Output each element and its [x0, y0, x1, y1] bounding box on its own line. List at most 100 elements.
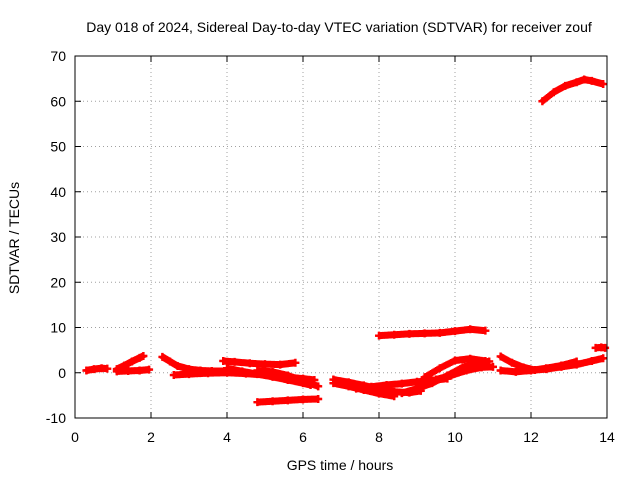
data-point: [145, 365, 154, 374]
x-tick-label: 2: [147, 429, 155, 445]
y-tick-label: 60: [50, 93, 66, 109]
data-point: [572, 78, 581, 87]
y-tick-label: 30: [50, 229, 66, 245]
data-point: [185, 370, 193, 379]
data-point: [542, 364, 551, 373]
data-point: [420, 329, 429, 338]
data-point: [572, 357, 581, 366]
y-tick-label: 50: [50, 139, 66, 155]
data-point: [527, 366, 535, 375]
data-point: [451, 327, 459, 336]
chart-title: Day 018 of 2024, Sidereal Day-to-day VTE…: [86, 19, 592, 35]
data-point: [204, 369, 212, 378]
data-point: [169, 371, 178, 380]
data-point: [103, 364, 112, 373]
data-point: [599, 80, 608, 89]
data-point: [352, 384, 361, 393]
data-point: [367, 382, 376, 391]
y-tick-label: 10: [50, 320, 66, 336]
data-point: [435, 328, 444, 337]
data-point: [230, 357, 239, 366]
series-arc-03: [112, 365, 154, 376]
data-point: [261, 360, 269, 369]
data-point: [413, 377, 421, 386]
x-tick-label: 4: [223, 429, 231, 445]
data-point: [314, 382, 323, 391]
data-point: [390, 330, 399, 339]
series-arc-16: [432, 362, 497, 384]
data-point: [82, 366, 91, 375]
axis-ticks: 0 2 4 6 8 10 12 14 -10 0 10 20 30 40 50 60 70: [46, 48, 615, 445]
data-point: [291, 358, 300, 367]
data-point: [599, 354, 608, 363]
y-tick-label: 70: [50, 48, 66, 64]
series-arc-09: [253, 394, 323, 407]
x-tick-label: 0: [71, 429, 79, 445]
data-point: [397, 379, 406, 388]
data-point: [462, 366, 471, 375]
data-point: [283, 396, 292, 405]
data-point: [451, 356, 459, 365]
y-tick-label: -10: [46, 410, 66, 426]
data-point: [477, 363, 486, 372]
data-point: [405, 329, 414, 338]
data-point: [253, 366, 262, 375]
data-point: [329, 379, 338, 388]
data-point: [508, 358, 516, 367]
y-tick-label: 0: [58, 365, 66, 381]
data-point: [245, 359, 254, 368]
data-point: [344, 382, 353, 391]
data-point: [124, 366, 133, 375]
data-point: [413, 384, 421, 393]
x-tick-label: 8: [375, 429, 383, 445]
grid-lines: [75, 56, 607, 418]
data-point: [90, 365, 98, 374]
data-point: [299, 376, 307, 385]
data-point: [253, 398, 262, 407]
data-point: [173, 361, 182, 370]
y-tick-label: 20: [50, 274, 66, 290]
data-point: [397, 389, 406, 398]
data-point: [219, 356, 228, 365]
data-point: [390, 392, 399, 401]
data-point: [375, 389, 383, 398]
data-point: [587, 76, 596, 85]
x-tick-label: 12: [523, 429, 539, 445]
data-point: [382, 380, 391, 389]
data-point: [447, 371, 456, 380]
data-point: [283, 371, 292, 380]
data-point: [375, 331, 383, 340]
series-arc-12: [352, 374, 452, 393]
data-point: [549, 88, 558, 97]
series-arc-18: [496, 357, 581, 376]
x-tick-label: 6: [299, 429, 307, 445]
data-point: [268, 367, 277, 376]
data-point: [538, 97, 547, 106]
data-point: [587, 356, 596, 365]
series-arc-20: [591, 343, 610, 352]
data-point: [112, 367, 121, 376]
data-point: [557, 361, 566, 370]
x-axis-label: GPS time / hours: [287, 457, 394, 473]
y-tick-label: 40: [50, 184, 66, 200]
data-point: [489, 362, 497, 371]
data-point: [466, 325, 475, 334]
data-point: [276, 360, 285, 369]
data-point: [420, 373, 429, 382]
data-point: [135, 366, 144, 375]
series-arc-06: [219, 356, 300, 369]
data-point: [481, 326, 490, 335]
data-point: [496, 352, 505, 361]
series-arc-13: [375, 325, 490, 340]
data-point: [139, 352, 148, 361]
data-point: [299, 395, 307, 404]
series-arc-19: [538, 75, 608, 106]
data-point: [580, 75, 589, 84]
data-point: [314, 394, 323, 403]
data-point: [223, 364, 231, 373]
series-arc-15: [420, 354, 490, 382]
data-point: [466, 354, 475, 363]
